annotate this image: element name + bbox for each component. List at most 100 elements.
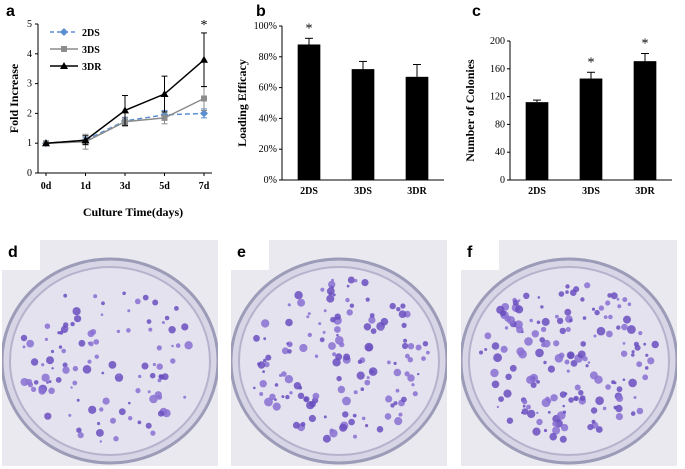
colony bbox=[326, 287, 335, 296]
colony bbox=[426, 350, 430, 355]
colony bbox=[87, 341, 91, 345]
colony bbox=[398, 310, 407, 318]
colony bbox=[257, 361, 266, 369]
colony bbox=[591, 419, 596, 424]
colony bbox=[322, 330, 326, 334]
colony bbox=[558, 352, 565, 359]
y-tick-label: 1 bbox=[27, 138, 32, 149]
label-patch bbox=[2, 240, 40, 270]
colony bbox=[555, 314, 559, 319]
colony bbox=[272, 402, 281, 411]
colony bbox=[361, 279, 369, 287]
colony bbox=[539, 337, 545, 343]
colony bbox=[506, 316, 516, 325]
y-tick-label: 0 bbox=[500, 175, 505, 186]
colony bbox=[175, 343, 181, 348]
colony bbox=[62, 362, 68, 368]
colony bbox=[524, 337, 533, 346]
x-tick-label: 0d bbox=[41, 181, 52, 192]
colony bbox=[366, 376, 370, 380]
colony bbox=[122, 291, 126, 296]
colony bbox=[636, 361, 643, 368]
colony bbox=[505, 373, 512, 380]
colony bbox=[631, 350, 635, 354]
colony bbox=[309, 400, 316, 408]
colony bbox=[514, 320, 523, 329]
colony bbox=[536, 411, 539, 415]
colony bbox=[72, 307, 81, 316]
colony bbox=[50, 349, 55, 354]
colony bbox=[491, 380, 500, 389]
colony bbox=[76, 398, 80, 402]
colony bbox=[570, 289, 577, 296]
colony bbox=[99, 440, 103, 443]
colony bbox=[126, 328, 131, 333]
colony bbox=[605, 384, 611, 390]
y-tick-label: 0% bbox=[264, 175, 277, 186]
colony bbox=[522, 404, 526, 408]
colony bbox=[580, 341, 586, 347]
x-tick-label: 2DS bbox=[528, 186, 546, 197]
colony bbox=[412, 391, 418, 397]
colony bbox=[287, 303, 291, 307]
colony bbox=[357, 359, 363, 364]
colony bbox=[154, 391, 162, 399]
colony bbox=[87, 359, 92, 364]
point-2ds bbox=[200, 109, 208, 118]
colony bbox=[595, 426, 603, 433]
colony bbox=[621, 323, 628, 331]
colony bbox=[138, 374, 142, 379]
colony bbox=[552, 421, 558, 427]
colony bbox=[259, 380, 267, 388]
colony bbox=[400, 303, 406, 309]
colony bbox=[149, 372, 156, 379]
colony bbox=[395, 388, 400, 393]
colony bbox=[41, 373, 50, 382]
colony bbox=[369, 313, 375, 318]
y-axis-label: Loading Efficacy bbox=[235, 59, 249, 147]
y-tick-label: 160 bbox=[490, 64, 505, 75]
colony bbox=[334, 326, 341, 333]
colony bbox=[44, 412, 52, 420]
colony bbox=[157, 410, 165, 417]
colony bbox=[496, 405, 500, 409]
colony bbox=[158, 374, 163, 379]
colony bbox=[526, 375, 535, 384]
colony bbox=[500, 345, 508, 353]
y-tick-label: 0 bbox=[27, 168, 32, 179]
colony bbox=[137, 420, 142, 425]
colony bbox=[48, 380, 52, 384]
colony bbox=[336, 375, 342, 382]
legend-label-2ds: 2DS bbox=[82, 28, 100, 39]
colony bbox=[585, 364, 589, 368]
colony bbox=[522, 399, 528, 405]
point-3dr bbox=[200, 55, 208, 63]
colony bbox=[44, 323, 51, 329]
colony bbox=[491, 342, 500, 350]
colony bbox=[574, 384, 581, 391]
colony bbox=[342, 396, 351, 406]
colony bbox=[521, 408, 529, 415]
colony bbox=[580, 297, 585, 302]
colony bbox=[506, 417, 514, 424]
colony bbox=[100, 313, 104, 316]
colony bbox=[156, 345, 162, 351]
colony bbox=[345, 297, 350, 303]
colony bbox=[263, 337, 267, 341]
colony bbox=[352, 413, 357, 418]
colony bbox=[135, 388, 141, 394]
colony bbox=[63, 322, 69, 328]
colony bbox=[323, 309, 327, 313]
colony bbox=[113, 436, 119, 442]
x-tick-label: 7d bbox=[199, 181, 210, 192]
colony bbox=[651, 340, 659, 349]
colony bbox=[312, 392, 320, 400]
colony bbox=[556, 317, 564, 325]
bar-3ds bbox=[579, 78, 603, 180]
significance-star: * bbox=[201, 18, 208, 33]
bar-3dr bbox=[405, 76, 429, 180]
colony bbox=[404, 371, 410, 377]
colony bbox=[385, 395, 393, 403]
colony bbox=[566, 351, 575, 360]
colony bbox=[360, 387, 365, 391]
